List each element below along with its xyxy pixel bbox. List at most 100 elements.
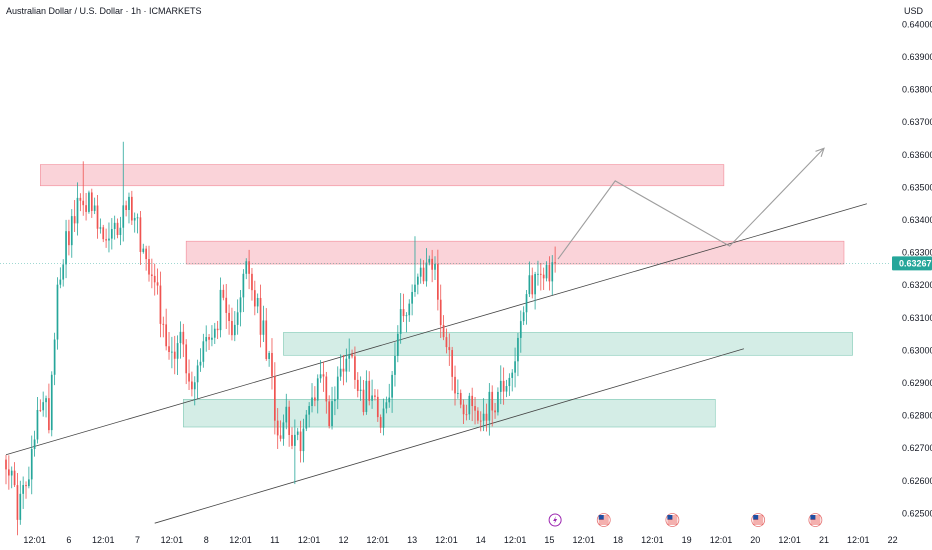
us-flag-icon[interactable] bbox=[808, 513, 823, 527]
candle bbox=[53, 332, 56, 386]
candle bbox=[428, 255, 431, 266]
us-flag-icon[interactable] bbox=[596, 513, 611, 527]
candle bbox=[191, 371, 193, 397]
candle bbox=[445, 328, 448, 354]
support-zone-2[interactable] bbox=[283, 332, 853, 356]
candle bbox=[145, 245, 147, 271]
candle bbox=[50, 371, 53, 437]
y-axis[interactable]: 0.64000 0.63900 0.63800 0.63700 0.63600 0.635… bbox=[892, 19, 932, 518]
candle bbox=[56, 277, 59, 350]
x-tick-label: 18 bbox=[613, 535, 623, 545]
candle bbox=[122, 141, 125, 242]
candle bbox=[36, 396, 39, 444]
candle bbox=[551, 255, 554, 295]
candle bbox=[479, 411, 482, 432]
resistance-zone-1[interactable] bbox=[185, 240, 845, 265]
candle bbox=[276, 408, 279, 449]
candle bbox=[82, 161, 85, 216]
x-tick-label: 12:01 bbox=[435, 535, 458, 545]
candles-layer bbox=[0, 141, 890, 536]
candle bbox=[485, 403, 488, 432]
chart-title: Australian Dollar / U.S. Dollar · 1h · I… bbox=[6, 6, 202, 16]
candle bbox=[379, 414, 382, 434]
candle bbox=[79, 193, 82, 212]
y-tick-label: 0.62900 bbox=[902, 378, 932, 388]
candle bbox=[554, 246, 556, 273]
candle bbox=[222, 284, 225, 301]
x-tick-label: 12:01 bbox=[847, 535, 870, 545]
x-tick-label: 12:01 bbox=[161, 535, 184, 545]
candle bbox=[59, 267, 62, 289]
candle bbox=[531, 267, 534, 299]
candle bbox=[128, 192, 130, 224]
candle bbox=[508, 373, 511, 396]
candle bbox=[542, 267, 545, 290]
candle bbox=[116, 218, 119, 239]
y-tick-label: 0.64000 bbox=[902, 19, 932, 29]
x-axis[interactable]: 12:01 6 12:01 7 12:01 8 12:01 11 12:01 12 12:01 13 1… bbox=[23, 535, 897, 545]
candle bbox=[345, 348, 348, 383]
candle bbox=[519, 310, 522, 353]
x-tick-label: 12:01 bbox=[710, 535, 733, 545]
candle bbox=[396, 325, 399, 363]
y-tick-label: 0.63900 bbox=[902, 52, 932, 62]
candle bbox=[528, 261, 531, 298]
candle bbox=[5, 454, 7, 485]
y-tick-label: 0.63200 bbox=[902, 280, 932, 290]
x-tick-label: 11 bbox=[270, 535, 279, 545]
us-flag-icon[interactable] bbox=[751, 513, 766, 527]
projection-path[interactable] bbox=[557, 147, 825, 260]
candle bbox=[119, 216, 122, 246]
candle bbox=[113, 215, 116, 240]
candle bbox=[45, 395, 47, 418]
support-zone-3[interactable] bbox=[183, 398, 716, 428]
resistance-zone-0[interactable] bbox=[40, 164, 725, 187]
x-tick-label: 12:01 bbox=[23, 535, 46, 545]
candle bbox=[262, 305, 265, 342]
x-tick-label: 13 bbox=[407, 535, 417, 545]
candle bbox=[488, 383, 491, 436]
x-tick-label: 14 bbox=[476, 535, 486, 545]
trendline-layer bbox=[5, 203, 867, 524]
x-tick-label: 12:01 bbox=[504, 535, 527, 545]
candle bbox=[30, 435, 33, 495]
candle bbox=[216, 320, 219, 340]
candle bbox=[228, 304, 230, 335]
candle bbox=[474, 396, 476, 425]
candle bbox=[25, 481, 27, 499]
candle bbox=[462, 399, 465, 425]
trendline-0[interactable] bbox=[5, 203, 867, 456]
candle bbox=[331, 386, 333, 430]
candle bbox=[110, 218, 113, 250]
lightning-icon[interactable] bbox=[548, 513, 562, 527]
candle bbox=[105, 228, 107, 248]
candle bbox=[314, 386, 316, 407]
x-tick-label: 6 bbox=[66, 535, 71, 545]
candle bbox=[156, 268, 159, 295]
candle bbox=[28, 466, 30, 489]
candle bbox=[385, 396, 388, 414]
candle bbox=[142, 243, 145, 254]
candle bbox=[359, 376, 362, 401]
candle bbox=[365, 370, 368, 415]
candle bbox=[168, 332, 170, 360]
x-tick-label: 12:01 bbox=[229, 535, 252, 545]
candle bbox=[202, 333, 205, 368]
trendline-1[interactable] bbox=[154, 348, 744, 524]
x-tick-label: 12:01 bbox=[572, 535, 595, 545]
candle bbox=[391, 370, 393, 413]
candle bbox=[308, 402, 311, 428]
x-tick-label: 20 bbox=[750, 535, 760, 545]
us-flag-icon[interactable] bbox=[665, 513, 680, 527]
candle bbox=[22, 476, 25, 509]
candle bbox=[522, 306, 525, 326]
candle bbox=[302, 418, 305, 463]
candle bbox=[8, 455, 10, 490]
y-tick-label: 0.63500 bbox=[902, 182, 932, 192]
projection-arrowhead bbox=[815, 147, 825, 157]
candle bbox=[299, 420, 302, 463]
x-tick-label: 12:01 bbox=[367, 535, 390, 545]
candle bbox=[171, 336, 173, 369]
